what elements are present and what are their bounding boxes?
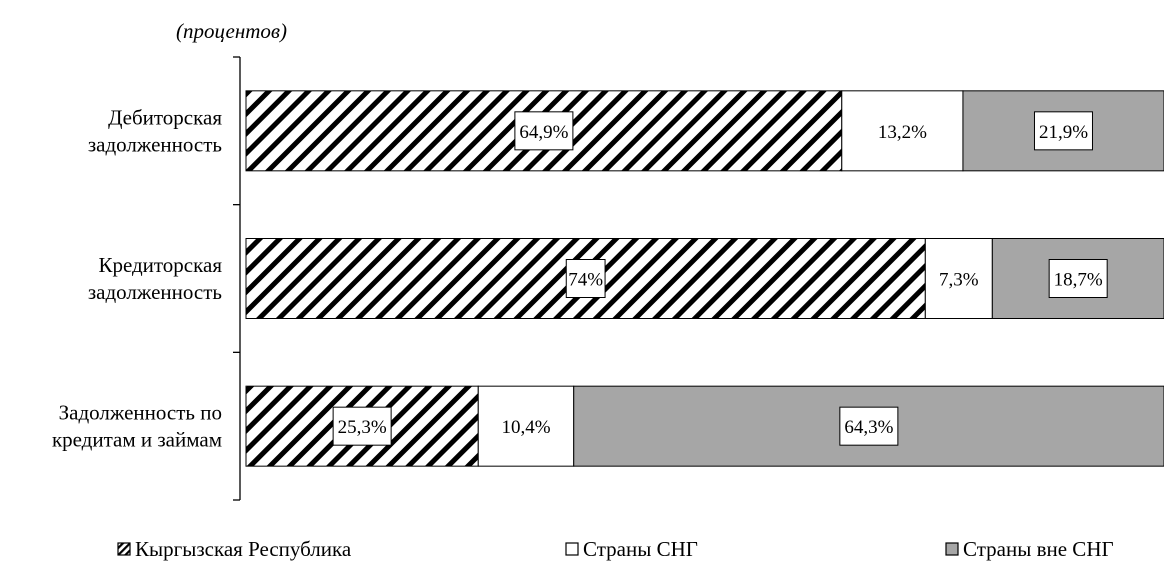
bar-segment-страны-вне-снг — [991, 238, 1164, 319]
legend-swatch-страны-вне-снг — [945, 542, 959, 556]
data-label-box — [332, 406, 392, 446]
data-label: 10,4% — [501, 417, 550, 438]
legend-swatch-кыргызская-республика — [117, 542, 131, 556]
legend: Кыргызская Республика Страны СНГ Страны вн… — [117, 537, 1114, 561]
category-label: Дебиторская — [108, 105, 222, 129]
category-label: Задолженность по — [59, 401, 222, 425]
data-label: 74% — [568, 270, 603, 291]
data-label: 7,3% — [939, 270, 979, 291]
data-label-box — [514, 111, 574, 151]
chart-subtitle: (процентов) — [176, 19, 287, 43]
bar-segment-страны-снг — [477, 385, 575, 467]
legend-label: Страны СНГ — [583, 537, 698, 561]
category-label: задолженность — [88, 280, 222, 304]
category-axis — [233, 56, 241, 501]
data-label: 25,3% — [338, 417, 387, 438]
data-label: 18,7% — [1054, 270, 1103, 291]
bar-segment-страны-снг — [841, 90, 964, 172]
data-label-box — [565, 259, 606, 298]
data-label: 64,3% — [844, 417, 893, 438]
category-label: задолженность — [88, 132, 222, 156]
data-label: 64,9% — [519, 122, 568, 143]
category-label: кредитам и займам — [52, 428, 222, 452]
legend-swatch-страны-снг — [565, 542, 579, 556]
data-label-box — [839, 406, 899, 446]
data-label-box — [1048, 259, 1108, 298]
category-labels-layer: Дебиторская задолженность Кредиторская задо… — [52, 105, 222, 451]
legend-label: Страны вне СНГ — [963, 537, 1114, 561]
category-label: Кредиторская — [98, 253, 222, 277]
data-label: 21,9% — [1039, 122, 1088, 143]
data-label: 13,2% — [878, 122, 927, 143]
data-labels-layer: 64,9% 13,2% 21,9% 74% 7,3% 18,7% 25,3% 10,4% 64,… — [332, 111, 1108, 446]
data-label-box — [1033, 111, 1093, 151]
bar-segment-страны-снг — [924, 238, 993, 319]
legend-label: Кыргызская Республика — [135, 537, 352, 561]
